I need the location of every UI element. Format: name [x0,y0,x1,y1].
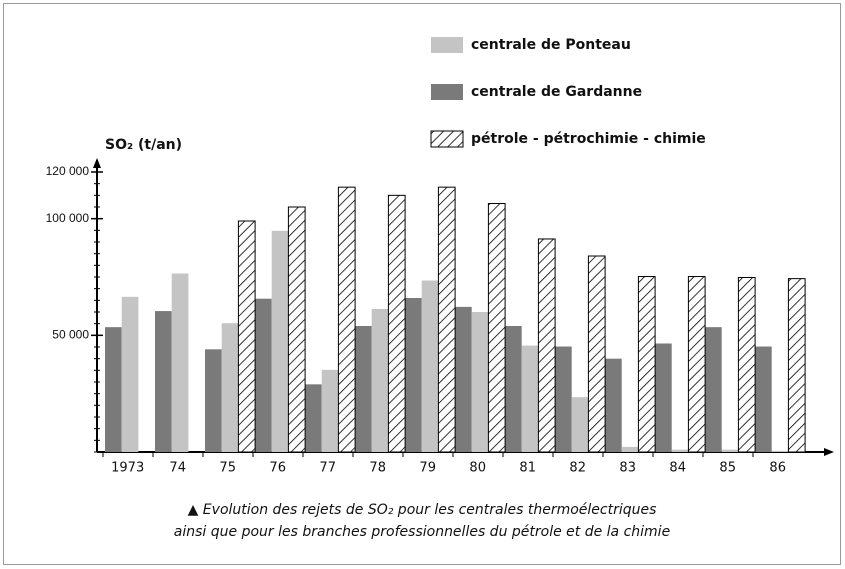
x-tick-label: 77 [319,461,336,476]
x-tick-label: 1973 [111,461,144,476]
legend-label: centrale de Ponteau [471,37,631,53]
bar [205,349,222,452]
bar [737,276,756,453]
y-axis-arrow [93,158,101,168]
bar [555,346,572,452]
bar [337,186,356,453]
x-tick-label: 85 [719,461,736,476]
bar [437,186,456,453]
x-tick-label: 84 [669,461,686,476]
bar [655,343,672,452]
bar [221,323,239,452]
y-tick-label: 100 000 [46,211,90,225]
bar [487,203,506,453]
x-tick-label: 76 [269,461,286,476]
legend-swatch [431,37,463,53]
bar [687,276,706,453]
x-tick-label: 75 [219,461,236,476]
x-tick-label: 79 [419,461,436,476]
bar [155,311,172,452]
bar [255,298,272,452]
y-tick-label: 120 000 [46,164,90,178]
bar [455,306,472,452]
x-tick-label: 80 [469,461,486,476]
bar [471,312,489,452]
bar [705,327,722,452]
bar [537,238,556,453]
legend-label: centrale de Gardanne [471,84,642,100]
bar [271,230,289,452]
x-tick-label: 86 [769,461,786,476]
bar [587,255,606,453]
bar [521,345,539,452]
x-tick-label: 83 [619,461,636,476]
bar [371,308,389,452]
y-axis-title: SO₂ (t/an) [105,137,182,153]
bar [305,384,322,452]
legend-label: pétrole - pétrochimie - chimie [471,131,706,147]
bar [287,206,306,453]
bar [171,273,189,452]
bar [237,220,256,453]
bar [671,449,689,452]
bar [771,450,789,452]
bar [387,194,406,453]
frame [3,3,841,565]
bar [571,397,589,452]
y-tick-label: 50 000 [52,328,89,342]
x-tick-label: 78 [369,461,386,476]
bar [605,358,622,452]
legend-swatch [430,130,464,148]
x-tick-label: 82 [569,461,586,476]
bar [105,327,122,452]
caption: ainsi que pour les branches professionne… [174,524,670,540]
bar [121,296,139,452]
bar [505,326,522,452]
x-tick-label: 81 [519,461,536,476]
bar [721,449,739,452]
caption: ▲ Evolution des rejets de SO₂ pour les c… [188,502,657,518]
bar [637,276,656,453]
bar [755,346,772,452]
bar [405,298,422,452]
bar [421,280,439,452]
bar [621,446,639,452]
x-tick-label: 74 [169,461,186,476]
bar [355,326,372,452]
bar [321,369,339,452]
x-axis-arrow [824,448,834,456]
bar [787,278,806,453]
legend-swatch [431,84,463,100]
